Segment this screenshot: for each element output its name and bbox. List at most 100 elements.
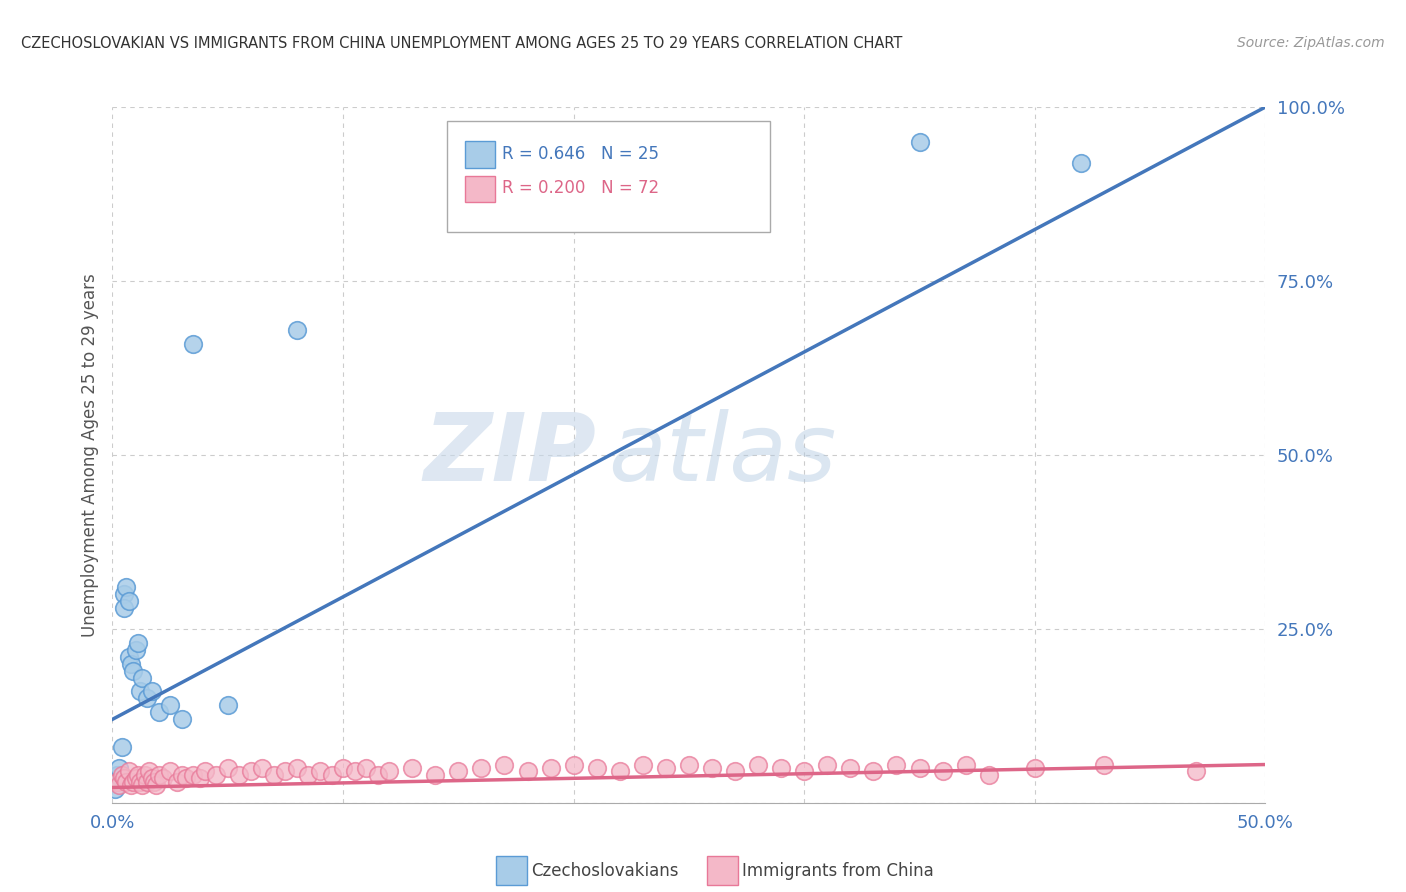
Point: [585, 761, 607, 775]
Point: [931, 764, 953, 779]
Point: [297, 768, 319, 782]
Point: [108, 778, 131, 793]
Point: [309, 764, 332, 779]
Point: [747, 757, 769, 772]
Point: [170, 768, 193, 782]
Point: [122, 664, 145, 678]
Point: [181, 336, 204, 351]
Text: R = 0.200   N = 72: R = 0.200 N = 72: [502, 179, 659, 197]
Point: [793, 764, 815, 779]
Point: [354, 761, 377, 775]
Text: ZIP: ZIP: [423, 409, 596, 501]
Point: [862, 764, 884, 779]
Point: [148, 768, 170, 782]
Point: [136, 691, 159, 706]
Point: [129, 775, 152, 789]
Point: [141, 684, 163, 698]
Point: [367, 768, 389, 782]
Point: [886, 757, 908, 772]
Point: [378, 764, 401, 779]
Point: [770, 761, 793, 775]
Point: [332, 761, 354, 775]
Point: [136, 775, 159, 789]
Point: [470, 761, 492, 775]
Text: CZECHOSLOVAKIAN VS IMMIGRANTS FROM CHINA UNEMPLOYMENT AMONG AGES 25 TO 29 YEARS : CZECHOSLOVAKIAN VS IMMIGRANTS FROM CHINA…: [21, 36, 903, 51]
Point: [117, 649, 139, 664]
Point: [129, 684, 152, 698]
Point: [447, 764, 470, 779]
Point: [141, 772, 163, 786]
Point: [108, 761, 131, 775]
Point: [152, 772, 174, 786]
Point: [562, 757, 585, 772]
Point: [112, 772, 135, 786]
Text: atlas: atlas: [609, 409, 837, 500]
FancyBboxPatch shape: [465, 176, 495, 202]
Point: [217, 761, 239, 775]
Point: [908, 135, 931, 149]
Point: [631, 757, 654, 772]
Point: [609, 764, 631, 779]
Point: [655, 761, 678, 775]
Point: [181, 768, 204, 782]
Point: [205, 768, 228, 782]
Point: [131, 671, 153, 685]
Point: [425, 768, 447, 782]
Point: [263, 768, 285, 782]
Point: [1024, 761, 1046, 775]
Point: [343, 764, 366, 779]
Point: [239, 764, 262, 779]
Point: [228, 768, 250, 782]
Point: [274, 764, 297, 779]
Text: R = 0.646   N = 25: R = 0.646 N = 25: [502, 145, 659, 162]
Point: [105, 775, 128, 789]
Point: [1185, 764, 1208, 779]
Point: [188, 772, 211, 786]
Point: [159, 698, 181, 713]
Point: [1070, 155, 1092, 169]
Text: Czechoslovakians: Czechoslovakians: [531, 862, 679, 880]
Point: [111, 768, 134, 782]
FancyBboxPatch shape: [465, 141, 495, 168]
Point: [977, 768, 1000, 782]
Point: [117, 764, 139, 779]
Point: [194, 764, 217, 779]
Point: [122, 775, 145, 789]
Point: [724, 764, 747, 779]
Point: [174, 772, 197, 786]
Point: [159, 764, 181, 779]
Point: [839, 761, 862, 775]
Point: [104, 781, 127, 796]
Point: [112, 587, 135, 601]
Point: [134, 768, 156, 782]
Point: [124, 772, 146, 786]
Point: [494, 757, 516, 772]
Point: [170, 712, 193, 726]
Point: [285, 761, 308, 775]
Point: [678, 757, 700, 772]
Point: [120, 657, 142, 671]
Point: [117, 594, 139, 608]
Point: [321, 768, 343, 782]
Point: [115, 580, 138, 594]
Text: Source: ZipAtlas.com: Source: ZipAtlas.com: [1237, 36, 1385, 50]
Point: [115, 775, 138, 789]
Point: [401, 761, 423, 775]
Point: [815, 757, 838, 772]
Point: [131, 778, 153, 793]
Point: [145, 778, 167, 793]
Point: [124, 642, 146, 657]
Point: [1092, 757, 1115, 772]
Y-axis label: Unemployment Among Ages 25 to 29 years: Unemployment Among Ages 25 to 29 years: [80, 273, 98, 637]
Point: [252, 761, 274, 775]
FancyBboxPatch shape: [447, 121, 769, 232]
Point: [516, 764, 538, 779]
Point: [143, 775, 166, 789]
Point: [700, 761, 723, 775]
Point: [127, 768, 149, 782]
Point: [148, 706, 170, 720]
Point: [111, 740, 134, 755]
Point: [138, 764, 160, 779]
Point: [105, 768, 128, 782]
Point: [120, 778, 142, 793]
